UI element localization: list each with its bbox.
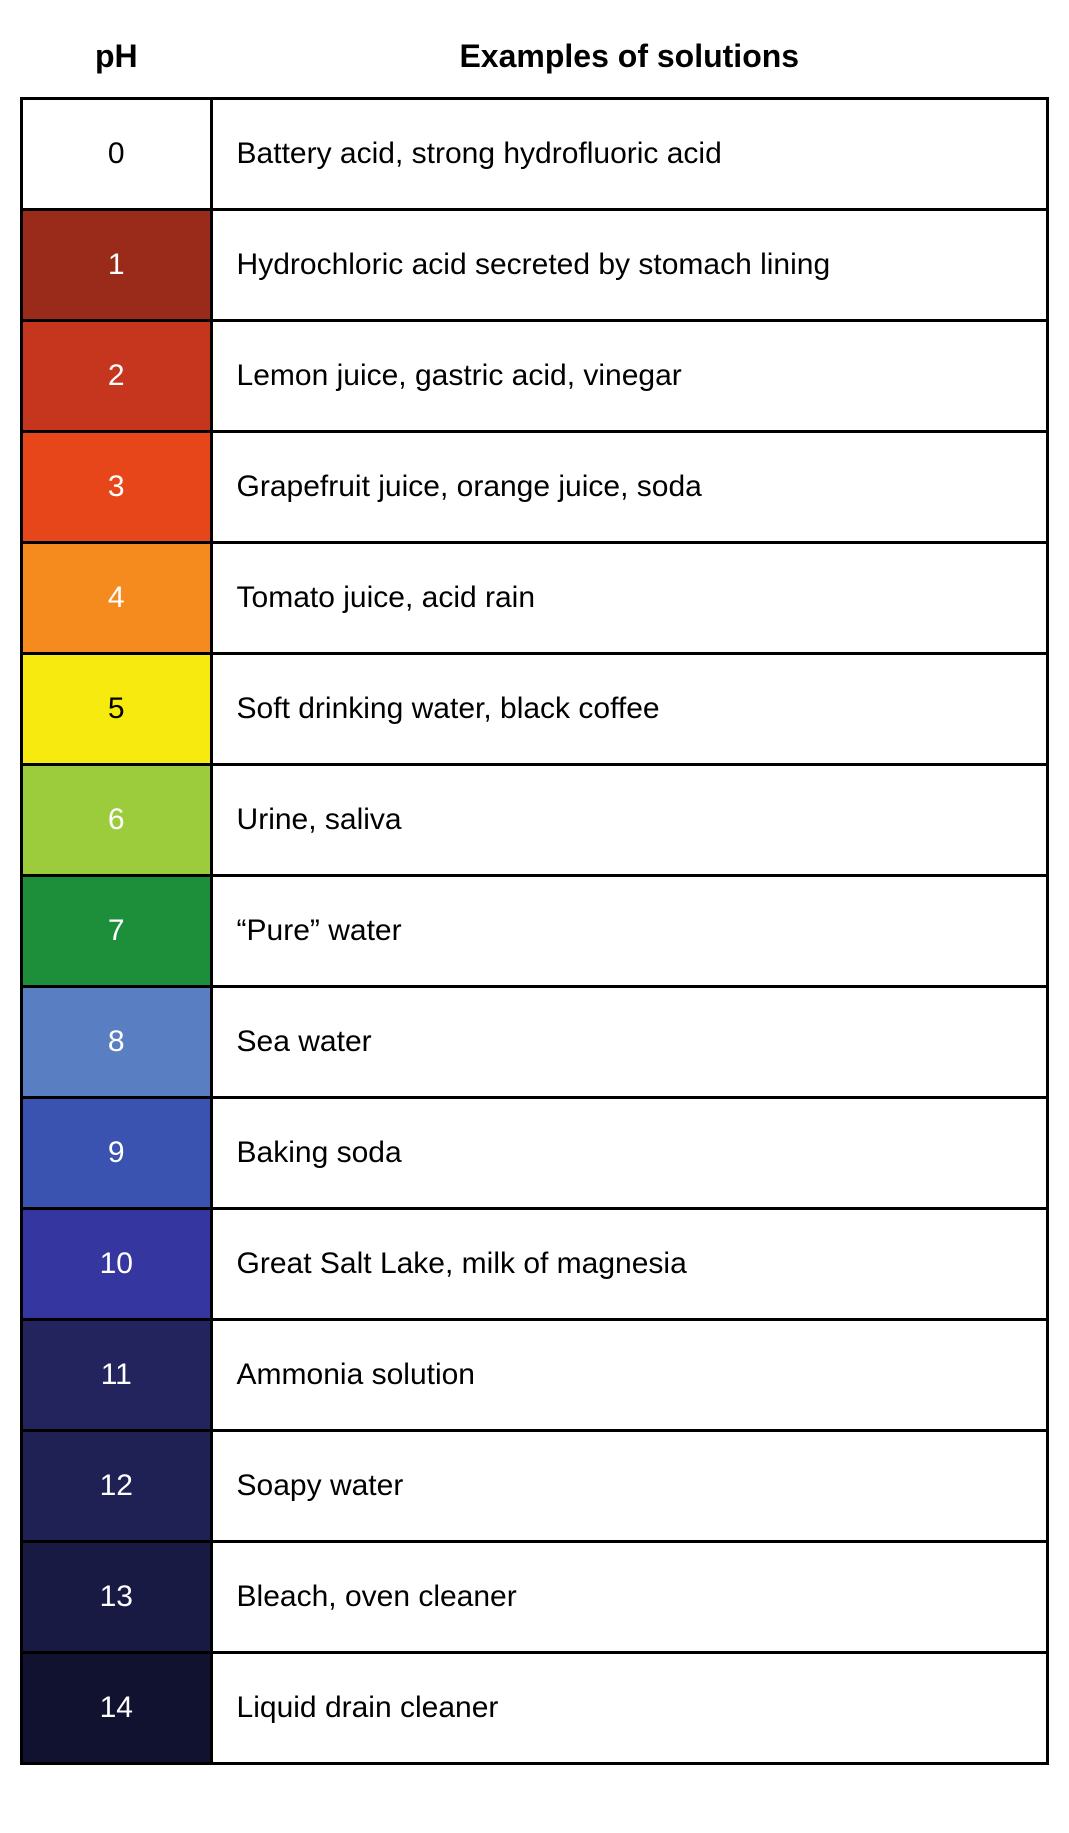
table-row: 1Hydrochloric acid secreted by stomach l… bbox=[22, 210, 1048, 321]
example-cell: Sea water bbox=[211, 987, 1047, 1098]
example-cell: Liquid drain cleaner bbox=[211, 1653, 1047, 1764]
table-row: 4Tomato juice, acid rain bbox=[22, 543, 1048, 654]
example-cell: Urine, saliva bbox=[211, 765, 1047, 876]
table-row: 0Battery acid, strong hydrofluoric acid bbox=[22, 99, 1048, 210]
example-cell: Lemon juice, gastric acid, vinegar bbox=[211, 321, 1047, 432]
ph-table-body: 0Battery acid, strong hydrofluoric acid1… bbox=[22, 99, 1048, 1764]
example-cell: Grapefruit juice, orange juice, soda bbox=[211, 432, 1047, 543]
ph-value-cell: 13 bbox=[22, 1542, 212, 1653]
ph-value-cell: 8 bbox=[22, 987, 212, 1098]
example-cell: Baking soda bbox=[211, 1098, 1047, 1209]
table-row: 11Ammonia solution bbox=[22, 1320, 1048, 1431]
example-cell: Ammonia solution bbox=[211, 1320, 1047, 1431]
table-row: 8Sea water bbox=[22, 987, 1048, 1098]
ph-value-cell: 11 bbox=[22, 1320, 212, 1431]
ph-header: pH bbox=[22, 20, 212, 99]
table-row: 9Baking soda bbox=[22, 1098, 1048, 1209]
ph-value-cell: 5 bbox=[22, 654, 212, 765]
table-row: 12Soapy water bbox=[22, 1431, 1048, 1542]
example-cell: Soft drinking water, black coffee bbox=[211, 654, 1047, 765]
table-row: 7“Pure” water bbox=[22, 876, 1048, 987]
ph-value-cell: 10 bbox=[22, 1209, 212, 1320]
example-cell: “Pure” water bbox=[211, 876, 1047, 987]
ph-value-cell: 2 bbox=[22, 321, 212, 432]
example-cell: Soapy water bbox=[211, 1431, 1047, 1542]
table-row: 3Grapefruit juice, orange juice, soda bbox=[22, 432, 1048, 543]
ph-value-cell: 7 bbox=[22, 876, 212, 987]
ph-value-cell: 6 bbox=[22, 765, 212, 876]
ph-value-cell: 1 bbox=[22, 210, 212, 321]
ph-scale-table: pH Examples of solutions 0Battery acid, … bbox=[20, 20, 1049, 1765]
table-row: 14Liquid drain cleaner bbox=[22, 1653, 1048, 1764]
ph-value-cell: 12 bbox=[22, 1431, 212, 1542]
ph-value-cell: 0 bbox=[22, 99, 212, 210]
ph-value-cell: 9 bbox=[22, 1098, 212, 1209]
table-row: 2Lemon juice, gastric acid, vinegar bbox=[22, 321, 1048, 432]
table-row: 5Soft drinking water, black coffee bbox=[22, 654, 1048, 765]
ph-value-cell: 14 bbox=[22, 1653, 212, 1764]
table-row: 13Bleach, oven cleaner bbox=[22, 1542, 1048, 1653]
example-cell: Tomato juice, acid rain bbox=[211, 543, 1047, 654]
ph-value-cell: 3 bbox=[22, 432, 212, 543]
example-cell: Great Salt Lake, milk of magnesia bbox=[211, 1209, 1047, 1320]
examples-header: Examples of solutions bbox=[211, 20, 1047, 99]
example-cell: Hydrochloric acid secreted by stomach li… bbox=[211, 210, 1047, 321]
table-row: 6Urine, saliva bbox=[22, 765, 1048, 876]
example-cell: Battery acid, strong hydrofluoric acid bbox=[211, 99, 1047, 210]
ph-value-cell: 4 bbox=[22, 543, 212, 654]
table-row: 10Great Salt Lake, milk of magnesia bbox=[22, 1209, 1048, 1320]
example-cell: Bleach, oven cleaner bbox=[211, 1542, 1047, 1653]
